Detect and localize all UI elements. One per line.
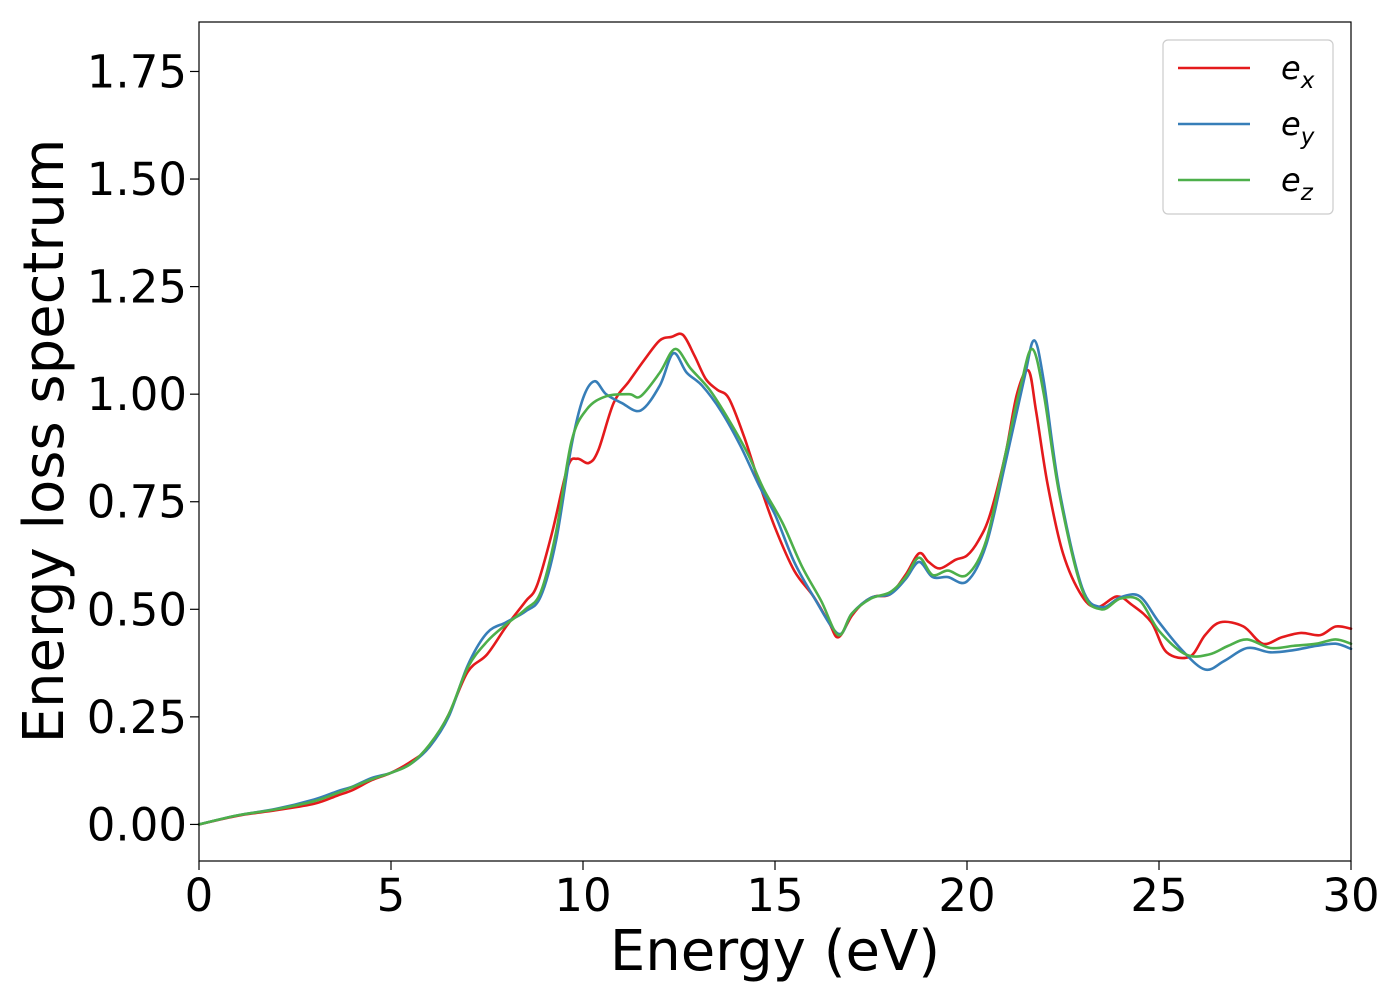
x-axis-label: Energy (eV)	[610, 919, 940, 984]
y-tick-label: 1.25	[87, 261, 187, 314]
y-tick-label: 0.50	[87, 583, 187, 636]
x-tick-label: 5	[377, 869, 406, 922]
x-tick-label: 10	[554, 869, 611, 922]
x-axis-ticks: 0 5 10 15 20 25 30	[185, 861, 1380, 922]
legend: ex ey ez	[1162, 39, 1334, 215]
y-tick-label: 0.00	[87, 798, 187, 851]
y-tick-label: 0.75	[87, 476, 187, 529]
legend-label-e-x: ex	[1281, 49, 1315, 94]
x-tick-label: 20	[938, 869, 995, 922]
x-tick-label: 15	[746, 869, 803, 922]
legend-label-e-y: ey	[1281, 105, 1315, 150]
x-tick-label: 25	[1130, 869, 1187, 922]
series-layer	[197, 332, 1353, 826]
y-tick-label: 0.25	[87, 691, 187, 744]
legend-box	[1162, 39, 1334, 215]
x-tick-label: 30	[1322, 869, 1379, 922]
y-tick-label: 1.75	[87, 45, 187, 98]
series-line-e-z	[197, 347, 1353, 826]
legend-label-e-z: ez	[1281, 161, 1314, 206]
y-axis-label: Energy loss spectrum	[12, 139, 77, 744]
y-tick-label: 1.00	[87, 368, 187, 421]
y-tick-label: 1.50	[87, 153, 187, 206]
y-axis-ticks: 0.00 0.25 0.50 0.75 1.00 1.25 1.50 1.75	[87, 45, 199, 851]
x-tick-label: 0	[185, 869, 214, 922]
